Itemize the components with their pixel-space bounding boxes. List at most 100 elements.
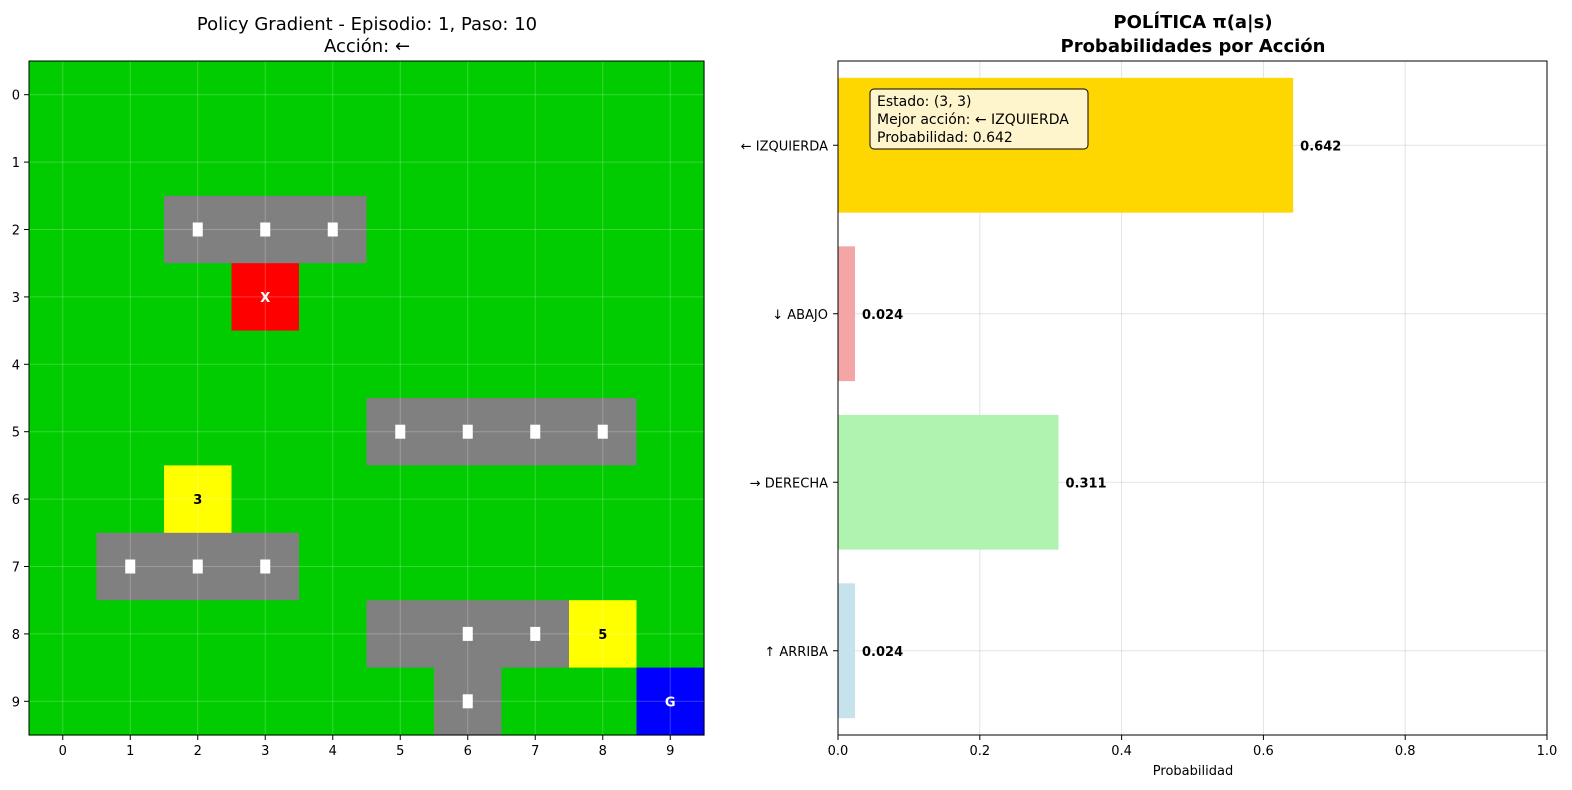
grid-xtick-label-9: 9 bbox=[666, 744, 674, 759]
cell-free-3-6 bbox=[434, 263, 503, 332]
cell-free-6-7 bbox=[501, 465, 570, 534]
grid-title-line2: Acción: ← bbox=[324, 36, 410, 57]
bar-value-label-0: 0.642 bbox=[1300, 139, 1341, 154]
cell-free-7-5 bbox=[366, 532, 435, 601]
grid-ytick-label-9: 9 bbox=[12, 695, 20, 710]
cell-free-9-1 bbox=[96, 667, 165, 736]
cell-free-9-5 bbox=[366, 667, 435, 736]
cell-free-1-9 bbox=[636, 128, 705, 197]
road-marker-2-2 bbox=[192, 222, 203, 237]
cell-free-1-6 bbox=[434, 128, 503, 197]
cell-free-4-7 bbox=[501, 330, 570, 399]
annotation-box bbox=[869, 88, 1089, 150]
bonus-label-0: 3 bbox=[193, 493, 202, 508]
cell-free-6-4 bbox=[299, 465, 368, 534]
bar-category-label-1: ↓ ABAJO bbox=[772, 308, 828, 323]
cell-free-8-0 bbox=[29, 600, 98, 669]
cell-free-1-7 bbox=[501, 128, 570, 197]
cell-bonus-8-8 bbox=[569, 600, 638, 669]
bar-value-label-1: 0.024 bbox=[862, 308, 903, 323]
bar-xtick-label-0: 0.0 bbox=[828, 744, 849, 759]
cell-free-1-3 bbox=[231, 128, 300, 197]
cell-free-8-4 bbox=[299, 600, 368, 669]
cell-free-4-1 bbox=[96, 330, 165, 399]
goal-label: G bbox=[665, 695, 676, 710]
cell-free-9-7 bbox=[501, 667, 570, 736]
policy-title-line2: Probabilidades por Acción bbox=[1061, 36, 1326, 57]
grid-ytick-label-4: 4 bbox=[12, 358, 20, 373]
annotation-line1: Estado: (3, 3) bbox=[877, 94, 971, 110]
cell-free-1-4 bbox=[299, 128, 368, 197]
cell-free-9-2 bbox=[164, 667, 233, 736]
grid-y-ticks: 0 1 2 3 4 5 6 7 8 9 bbox=[12, 89, 29, 710]
cell-free-0-4 bbox=[299, 61, 368, 129]
road-marker-8-6 bbox=[462, 626, 473, 641]
grid-xtick-label-6: 6 bbox=[464, 744, 472, 759]
cell-free-8-9 bbox=[636, 600, 705, 669]
grid-ytick-label-5: 5 bbox=[12, 426, 20, 441]
cell-free-8-1 bbox=[96, 600, 165, 669]
cell-free-3-9 bbox=[636, 263, 705, 332]
cell-free-0-5 bbox=[366, 61, 435, 129]
cell-free-9-0 bbox=[29, 667, 98, 736]
bar-value-labels: 0.642 0.024 0.311 0.024 bbox=[862, 139, 1341, 660]
bar-category-label-2: → DERECHA bbox=[750, 476, 828, 491]
bar-xtick-label-4: 0.8 bbox=[1395, 744, 1416, 759]
road-marker-5-8 bbox=[597, 424, 608, 439]
cell-free-2-9 bbox=[636, 195, 705, 264]
grid-ytick-label-0: 0 bbox=[12, 89, 20, 104]
cell-free-3-7 bbox=[501, 263, 570, 332]
bar-frame bbox=[837, 60, 1548, 736]
cell-free-0-2 bbox=[164, 61, 233, 129]
cell-free-7-6 bbox=[434, 532, 503, 601]
cell-free-6-0 bbox=[29, 465, 98, 534]
cell-road-8-5 bbox=[366, 600, 435, 669]
cell-free-1-2 bbox=[164, 128, 233, 197]
cell-free-1-8 bbox=[569, 128, 638, 197]
road-marker-5-7 bbox=[530, 424, 541, 439]
cell-free-8-3 bbox=[231, 600, 300, 669]
cell-agent-3-3 bbox=[231, 263, 300, 332]
cell-free-3-1 bbox=[96, 263, 165, 332]
cell-free-4-9 bbox=[636, 330, 705, 399]
annotation-line2: Mejor acción: ← IZQUIERDA bbox=[877, 112, 1069, 128]
bar-xtick-label-5: 1.0 bbox=[1537, 744, 1558, 759]
road-marker-2-3 bbox=[260, 222, 271, 237]
cell-free-7-4 bbox=[299, 532, 368, 601]
cell-free-5-2 bbox=[164, 398, 233, 466]
cell-free-3-4 bbox=[299, 263, 368, 332]
bar-xtick-label-2: 0.4 bbox=[1111, 744, 1132, 759]
cell-free-6-8 bbox=[569, 465, 638, 534]
cell-bonus-6-2 bbox=[164, 465, 233, 534]
cell-free-3-8 bbox=[569, 263, 638, 332]
grid-title-line1: Policy Gradient - Episodio: 1, Paso: 10 bbox=[197, 14, 537, 35]
grid-xtick-label-2: 2 bbox=[194, 744, 202, 759]
grid-xtick-label-0: 0 bbox=[59, 744, 67, 759]
grid-lines bbox=[29, 61, 704, 735]
cell-free-7-0 bbox=[29, 532, 98, 601]
bar-x-ticks: 0.0 0.2 0.4 0.6 0.8 1.0 bbox=[828, 735, 1558, 759]
road-marker-5-5 bbox=[395, 424, 406, 439]
grid-ytick-label-1: 1 bbox=[12, 156, 20, 171]
cell-free-5-3 bbox=[231, 398, 300, 466]
cell-free-2-1 bbox=[96, 195, 165, 264]
cell-free-6-1 bbox=[96, 465, 165, 534]
cell-free-1-5 bbox=[366, 128, 435, 197]
cell-free-7-7 bbox=[501, 532, 570, 601]
bar-value-label-3: 0.024 bbox=[862, 645, 903, 660]
cell-free-0-9 bbox=[636, 61, 705, 129]
state-annotation: Estado: (3, 3) Mejor acción: ← IZQUIERDA… bbox=[869, 88, 1089, 150]
cell-free-3-0 bbox=[29, 263, 98, 332]
bar-x-axis-label: Probabilidad bbox=[1153, 764, 1233, 779]
road-marker-7-2 bbox=[192, 559, 203, 574]
cell-free-4-5 bbox=[366, 330, 435, 399]
grid-world-panel: Policy Gradient - Episodio: 1, Paso: 10 … bbox=[12, 14, 705, 759]
grid-xtick-label-5: 5 bbox=[396, 744, 404, 759]
cell-free-4-0 bbox=[29, 330, 98, 399]
cell-free-7-9 bbox=[636, 532, 705, 601]
grid-xtick-label-1: 1 bbox=[126, 744, 134, 759]
cell-free-6-9 bbox=[636, 465, 705, 534]
grid-ytick-label-7: 7 bbox=[12, 561, 20, 576]
cell-free-0-0 bbox=[29, 61, 98, 129]
